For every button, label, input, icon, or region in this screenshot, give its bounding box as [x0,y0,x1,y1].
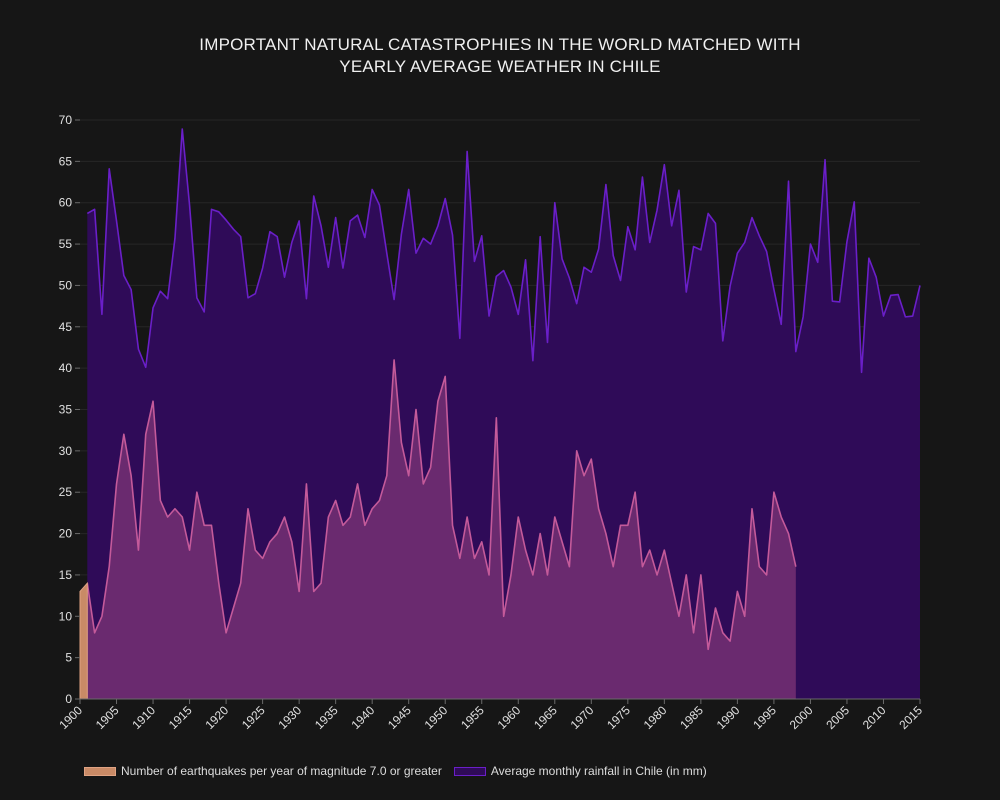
y-tick-label-30: 30 [59,444,73,458]
rainfall-area [87,129,921,699]
x-tick-label-1980: 1980 [641,703,670,732]
y-tick-label-50: 50 [59,278,73,292]
x-tick-label-1990: 1990 [714,703,743,732]
earthquake-line [86,359,797,651]
y-tick-label-5: 5 [65,651,72,665]
x-tick-label-1940: 1940 [349,703,378,732]
legend-swatch-earthquakes [84,766,116,776]
y-tick-label-35: 35 [59,403,73,417]
x-tick-label-1955: 1955 [458,703,487,732]
y-tick-label-55: 55 [59,237,73,251]
chart-legend: Number of earthquakes per year of magnit… [84,764,719,778]
x-tick-label-1905: 1905 [93,703,122,732]
legend-swatch-rainfall [453,766,486,776]
chart-title-line-2: YEARLY AVERAGE WEATHER IN CHILE [339,57,661,76]
x-tick-label-2000: 2000 [787,703,816,732]
x-tick-label-1910: 1910 [129,703,158,732]
legend-item-earthquakes[interactable]: Number of earthquakes per year of magnit… [84,764,442,778]
earthquake-area [87,359,796,699]
x-tick-label-1995: 1995 [750,703,779,732]
legend-label-earthquakes: Number of earthquakes per year of magnit… [121,764,442,778]
y-tick-label-45: 45 [59,320,73,334]
plot-area [79,128,921,700]
x-tick-label-2010: 2010 [860,703,889,732]
x-tick-label-2005: 2005 [823,703,852,732]
x-tick-label-1985: 1985 [677,703,706,732]
x-tick-label-1935: 1935 [312,703,341,732]
y-tick-label-25: 25 [59,485,73,499]
y-tick-label-20: 20 [59,527,73,541]
y-tick-label-65: 65 [59,154,73,168]
y-tick-label-60: 60 [59,196,73,210]
y-tick-label-15: 15 [59,568,73,582]
x-tick-label-1920: 1920 [202,703,231,732]
legend-label-rainfall: Average monthly rainfall in Chile (in mm… [490,764,707,778]
x-tick-label-1900: 1900 [56,703,85,732]
y-tick-label-70: 70 [59,113,73,127]
legend-item-rainfall[interactable]: Average monthly rainfall in Chile (in mm… [453,764,707,778]
x-tick-label-1915: 1915 [166,703,195,732]
x-tick-label-1945: 1945 [385,703,414,732]
y-tick-label-40: 40 [59,361,73,375]
y-tick-label-10: 10 [59,609,73,623]
early-earthquake-area [79,581,88,700]
x-tick-label-1950: 1950 [422,703,451,732]
x-tick-label-1960: 1960 [495,703,524,732]
y-tick-label-0: 0 [65,692,72,706]
x-tick-label-2015: 2015 [896,703,925,732]
x-tick-label-1930: 1930 [275,703,304,732]
x-tick-label-1925: 1925 [239,703,268,732]
chart-title-line-1: IMPORTANT NATURAL CATASTROPHIES IN THE W… [199,35,801,54]
rainfall-line [86,128,921,374]
x-tick-label-1970: 1970 [568,703,597,732]
x-tick-label-1975: 1975 [604,703,633,732]
x-tick-label-1965: 1965 [531,703,560,732]
